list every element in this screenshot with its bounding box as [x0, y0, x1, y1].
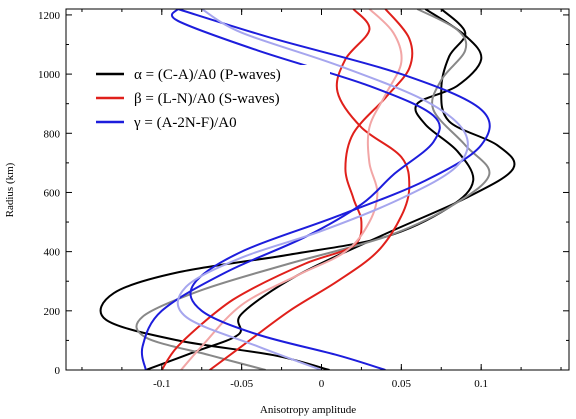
series-layer	[99, 9, 516, 370]
series-line-8	[176, 9, 469, 370]
series-line-5	[180, 9, 403, 370]
x-tick-label: -0.05	[230, 378, 253, 390]
y-axis-label: Radius (km)	[4, 162, 16, 217]
legend-bg	[90, 89, 330, 109]
x-axis-ticks: -0.1 -0.05 0 0.05 0.1	[81, 9, 562, 390]
x-tick-label: 0.05	[392, 378, 412, 390]
plot-frame	[65, 8, 570, 371]
legend-label: β = (L-N)/A0 (S-waves)	[134, 91, 280, 107]
legend: α = (C-A)/A0 (P-waves) β = (L-N)/A0 (S-wa…	[90, 65, 330, 133]
y-tick-label: 200	[44, 306, 61, 318]
y-tick-label: 800	[44, 128, 61, 140]
y-tick-label: 1000	[38, 69, 61, 81]
y-tick-label: 1200	[38, 10, 61, 22]
x-tick-label: 0	[319, 378, 325, 390]
series-line-6	[177, 9, 491, 370]
x-tick-label: 0.1	[474, 378, 488, 390]
y-tick-label: 400	[44, 247, 61, 259]
legend-label: γ = (A-2N-F)/A0	[133, 115, 237, 131]
x-axis-label: Anisotropy amplitude	[260, 404, 356, 416]
series-line-2	[135, 9, 491, 370]
y-tick-label: 0	[55, 365, 61, 377]
y-axis-ticks: 0 200 400 600 800 1000 1200	[38, 10, 569, 377]
x-tick-label: -0.1	[153, 378, 170, 390]
legend-bg	[90, 113, 330, 133]
series-line-7	[140, 9, 441, 370]
legend-bg	[90, 65, 330, 85]
y-tick-label: 600	[44, 187, 61, 199]
legend-label: α = (C-A)/A0 (P-waves)	[134, 67, 281, 83]
series-line-3	[160, 9, 414, 370]
series-line-1	[145, 9, 516, 370]
series-line-4	[209, 9, 411, 370]
